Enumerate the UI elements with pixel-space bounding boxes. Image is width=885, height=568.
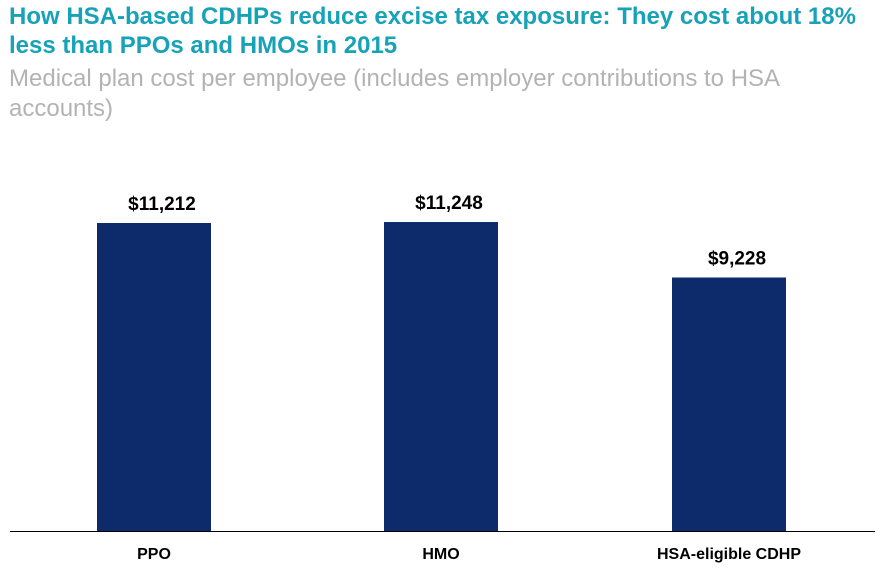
bar-hmo — [384, 222, 498, 532]
bar-group — [97, 222, 786, 532]
category-label-hmo: HMO — [422, 546, 459, 563]
value-label-hsa-eligible-cdhp: $9,228 — [708, 249, 766, 270]
bar-hsa-eligible-cdhp — [672, 277, 786, 531]
value-label-hmo: $11,248 — [415, 193, 483, 214]
category-label-ppo: PPO — [137, 546, 171, 563]
chart-title: How HSA-based CDHPs reduce excise tax ex… — [9, 3, 856, 59]
bar-ppo — [97, 223, 211, 531]
category-label-group: PPO HMO HSA-eligible CDHP — [137, 546, 801, 563]
category-label-hsa-eligible-cdhp: HSA-eligible CDHP — [657, 546, 801, 563]
value-label-ppo: $11,212 — [128, 194, 196, 215]
value-label-group: $11,212 $11,248 $9,228 — [128, 193, 766, 269]
chart-subtitle: Medical plan cost per employee (includes… — [9, 65, 779, 122]
